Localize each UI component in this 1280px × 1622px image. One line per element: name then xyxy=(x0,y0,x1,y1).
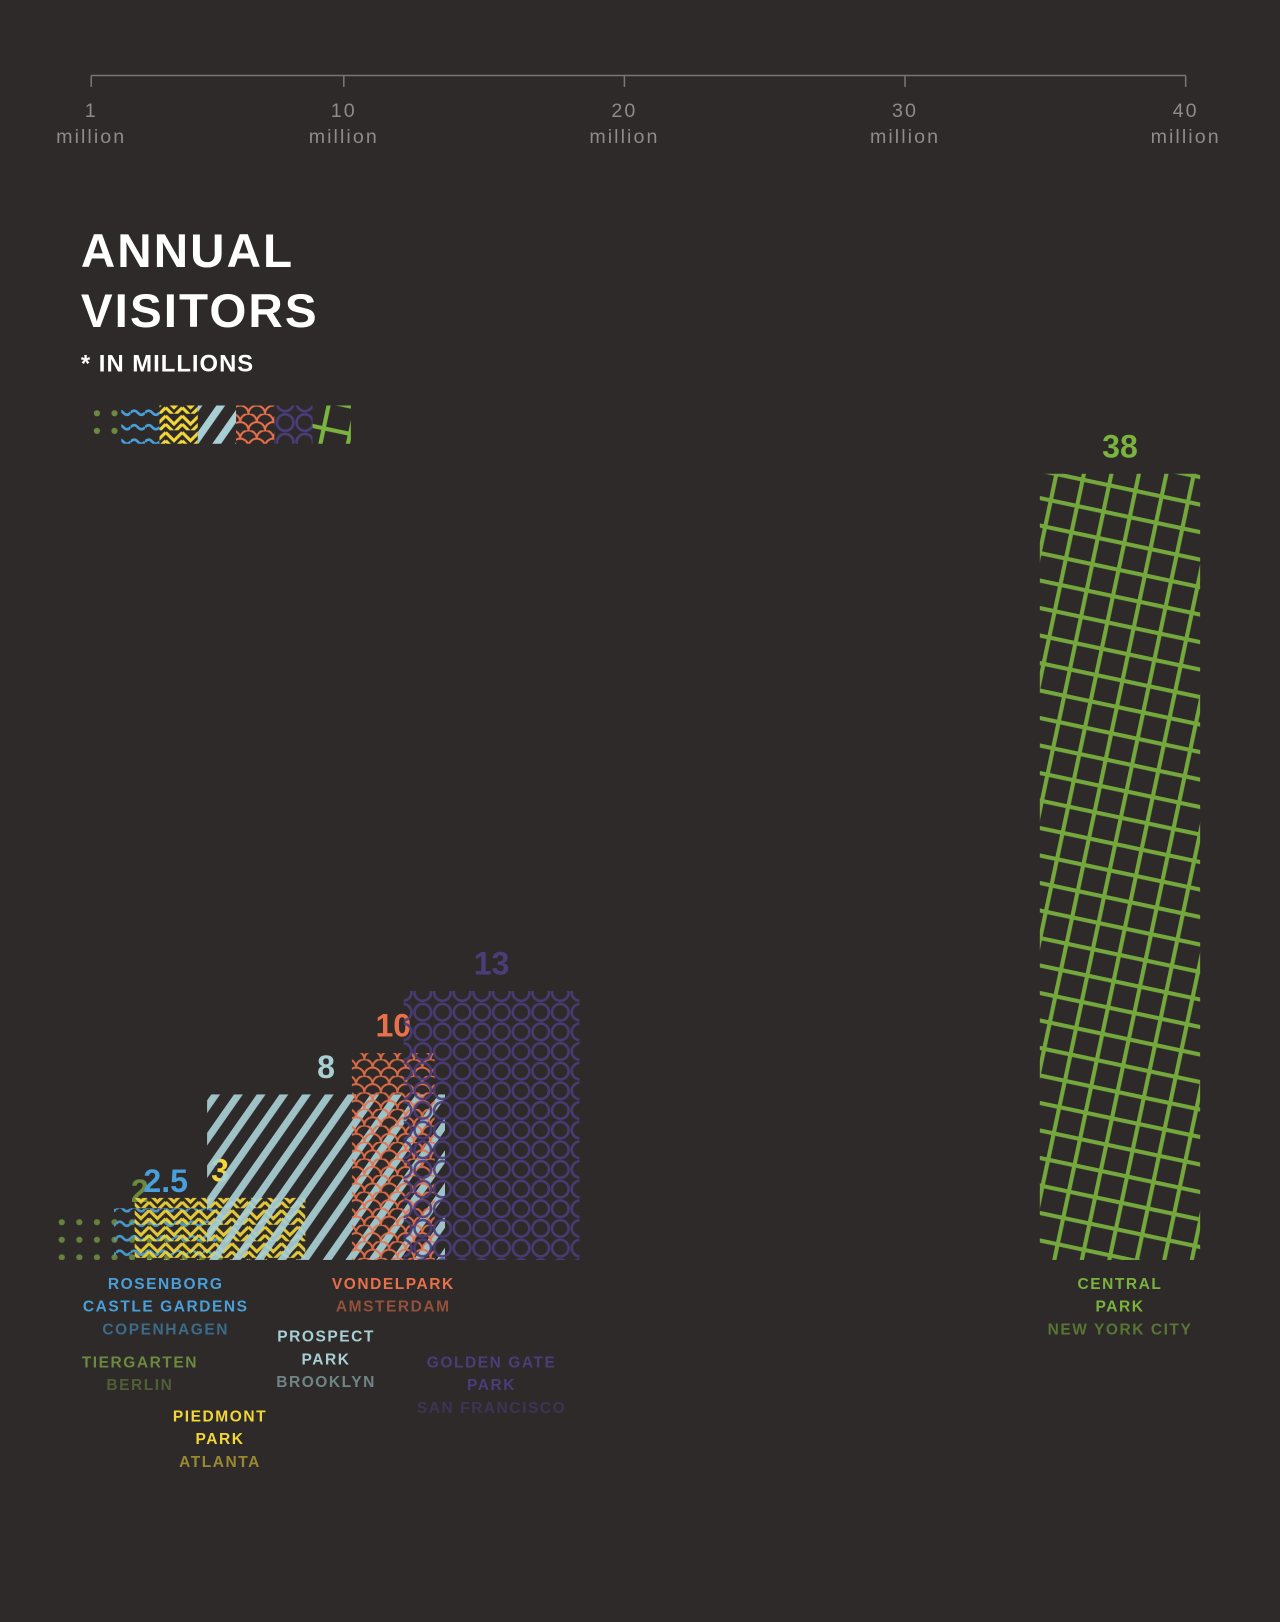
park-city: BROOKLYN xyxy=(276,1374,376,1391)
x-tick-unit: million xyxy=(309,126,379,148)
x-tick-unit: million xyxy=(589,126,659,148)
legend-swatch xyxy=(274,405,313,444)
park-city: NEW YORK CITY xyxy=(1048,1321,1193,1338)
chart-subtitle: * IN MILLIONS xyxy=(81,350,254,377)
park-name: CENTRAL xyxy=(1078,1276,1163,1293)
park-city: BERLIN xyxy=(106,1377,173,1394)
park-shape xyxy=(403,990,580,1260)
chart-title: VISITORS xyxy=(81,285,319,338)
x-tick-unit: million xyxy=(870,126,940,148)
x-tick-unit: million xyxy=(1151,126,1221,148)
park-name: PARK xyxy=(302,1351,351,1368)
park-name: GOLDEN GATE xyxy=(427,1354,557,1371)
park-name: PARK xyxy=(196,1431,245,1448)
park-name: PIEDMONT xyxy=(173,1408,267,1425)
park-city: ATLANTA xyxy=(179,1454,261,1471)
value-label: 2.5 xyxy=(143,1163,188,1199)
x-tick-unit: million xyxy=(56,126,126,148)
park-city: AMSTERDAM xyxy=(336,1299,451,1316)
park-shape xyxy=(1039,473,1201,1260)
chart-title: ANNUAL xyxy=(81,225,294,278)
legend-swatch xyxy=(121,405,160,444)
x-tick-label: 20 xyxy=(611,100,637,122)
park-city: SAN FRANCISCO xyxy=(417,1400,566,1417)
park-city: COPENHAGEN xyxy=(102,1321,229,1338)
x-tick-label: 30 xyxy=(892,100,918,122)
park-name: PARK xyxy=(1095,1299,1144,1316)
legend-swatch xyxy=(312,405,351,444)
value-label: 8 xyxy=(317,1049,335,1085)
value-label: 13 xyxy=(474,946,510,982)
legend-swatch xyxy=(82,405,122,444)
x-tick-label: 10 xyxy=(331,100,357,122)
park-name: PARK xyxy=(467,1377,516,1394)
park-name: CASTLE GARDENS xyxy=(83,1299,249,1316)
x-tick-label: 40 xyxy=(1173,100,1199,122)
park-name: ROSENBORG xyxy=(108,1276,224,1293)
park-name: PROSPECT xyxy=(277,1329,375,1346)
legend-swatch xyxy=(197,405,237,444)
park-name: TIERGARTEN xyxy=(82,1354,198,1371)
legend-swatch xyxy=(159,405,198,444)
park-name: VONDELPARK xyxy=(332,1276,455,1293)
value-label: 38 xyxy=(1102,428,1138,464)
x-tick-label: 1 xyxy=(85,100,98,122)
legend-swatch xyxy=(236,405,275,444)
